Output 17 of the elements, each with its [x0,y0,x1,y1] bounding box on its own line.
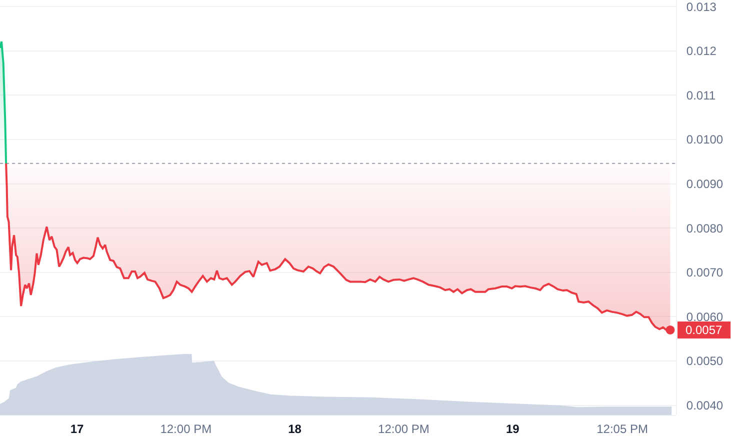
x-tick-label: 18 [288,422,302,436]
x-tick-label: 12:00 PM [160,422,212,436]
y-tick-label: 0.0080 [686,221,724,236]
x-tick-label: 12:00 PM [378,422,430,436]
y-tick-label: 0.012 [686,44,717,58]
y-tick-label: 0.0070 [686,266,724,280]
x-tick-label: 12:05 PM [596,422,648,436]
y-tick-label: 0.011 [686,88,716,102]
y-tick-label: 0.0050 [686,354,724,368]
y-tick-label: 0.0090 [686,177,724,191]
y-tick-label: 0.013 [686,0,717,14]
x-tick-label: 19 [506,422,520,436]
x-tick-label: 17 [70,422,84,436]
y-tick-label: 0.0100 [686,132,724,147]
y-tick-label: 0.0060 [686,310,724,324]
y-tick-label: 0.0040 [686,398,724,412]
annotation: 0.0057 [685,323,723,337]
